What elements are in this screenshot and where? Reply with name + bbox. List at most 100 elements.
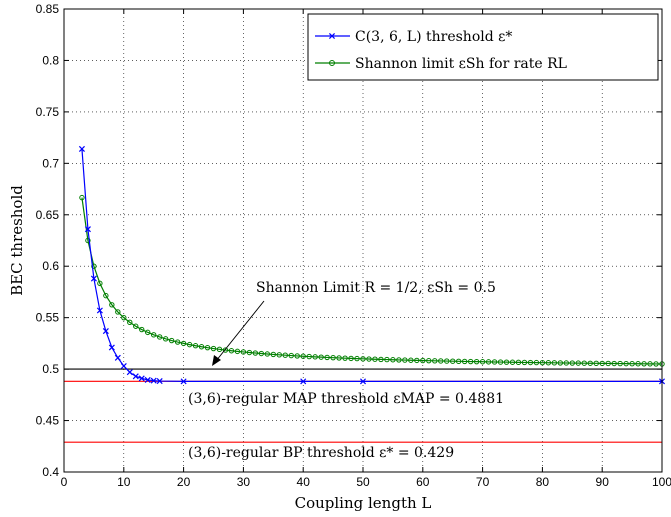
green-point bbox=[174, 339, 181, 345]
green-point bbox=[378, 356, 384, 363]
green-point bbox=[420, 357, 426, 364]
y-tick-label: 0.65 bbox=[36, 208, 60, 222]
green-point bbox=[294, 353, 300, 359]
green-point bbox=[180, 340, 187, 347]
x-tick-label: 10 bbox=[117, 475, 131, 489]
green-point bbox=[444, 358, 450, 364]
green-point bbox=[497, 359, 504, 365]
blue-point bbox=[90, 275, 97, 282]
annotation-bp-threshold: (3,6)-regular BP threshold ε* = 0.429 bbox=[188, 445, 454, 461]
legend-marker-blue bbox=[315, 32, 350, 40]
blue-point bbox=[138, 375, 145, 382]
legend: C(3, 6, L) threshold ε* Shannon limit εS… bbox=[307, 13, 659, 81]
annotation-map-threshold: (3,6)-regular MAP threshold εMAP = 0.488… bbox=[188, 391, 504, 407]
y-tick-label: 0.8 bbox=[42, 53, 59, 67]
green-point bbox=[139, 326, 145, 333]
green-point bbox=[330, 354, 336, 361]
green-point bbox=[372, 356, 378, 362]
green-point bbox=[599, 360, 605, 367]
x-tick-label: 90 bbox=[596, 475, 610, 489]
green-point bbox=[151, 332, 157, 338]
green-point bbox=[432, 358, 438, 364]
green-point bbox=[455, 358, 462, 365]
annotation-arrow bbox=[215, 300, 265, 362]
green-point bbox=[234, 348, 241, 355]
x-tick-label: 20 bbox=[177, 475, 191, 489]
y-tick-label: 0.4 bbox=[42, 465, 59, 479]
y-tick-label: 0.45 bbox=[36, 414, 60, 428]
green-point bbox=[312, 354, 318, 360]
green-point bbox=[641, 361, 647, 367]
blue-point bbox=[78, 145, 85, 152]
y-tick-label: 0.6 bbox=[42, 259, 59, 273]
legend-blue-marker bbox=[328, 32, 336, 40]
green-point bbox=[617, 360, 623, 367]
green-point bbox=[240, 349, 247, 355]
green-point bbox=[342, 355, 348, 361]
green-point bbox=[414, 357, 420, 364]
y-tick-label: 0.55 bbox=[36, 311, 60, 325]
green-point bbox=[270, 351, 276, 358]
blue-point bbox=[300, 378, 307, 385]
green-point bbox=[276, 352, 282, 358]
green-point bbox=[115, 309, 121, 315]
green-point bbox=[503, 359, 510, 365]
green-point bbox=[210, 345, 217, 352]
green-point bbox=[162, 336, 169, 342]
green-point bbox=[366, 356, 372, 362]
green-point bbox=[264, 351, 271, 357]
green-point bbox=[336, 355, 342, 361]
blue-point bbox=[126, 369, 133, 376]
green-point bbox=[133, 323, 139, 329]
green-point bbox=[461, 358, 468, 365]
green-point bbox=[605, 360, 611, 367]
green-point bbox=[545, 360, 552, 366]
green-point bbox=[216, 346, 223, 353]
green-point bbox=[246, 349, 253, 356]
green-point bbox=[156, 334, 163, 340]
green-point bbox=[515, 359, 522, 366]
green-point bbox=[306, 353, 312, 360]
green-point bbox=[121, 314, 127, 321]
x-tick-label: 30 bbox=[237, 475, 251, 489]
ticks: 0 10 20 30 40 50 60 70 80 90 100 0.4 0.45 0.5 0.55 0.6 0… bbox=[36, 2, 671, 489]
legend-box bbox=[307, 13, 659, 81]
green-point bbox=[288, 352, 294, 359]
green-point bbox=[575, 360, 581, 366]
x-tick-label: 50 bbox=[356, 475, 370, 489]
green-point bbox=[79, 194, 85, 201]
blue-point bbox=[120, 363, 127, 370]
green-point bbox=[521, 359, 528, 366]
annotation-arrowhead bbox=[212, 355, 221, 366]
y-axis-label: BEC threshold bbox=[8, 185, 26, 296]
green-point bbox=[527, 359, 534, 366]
green-point bbox=[97, 280, 103, 287]
green-point bbox=[467, 358, 474, 365]
blue-point bbox=[84, 226, 91, 233]
green-point bbox=[587, 360, 593, 366]
annotation-shannon-limit: Shannon Limit R = 1/2, εSh = 0.5 bbox=[256, 280, 496, 296]
green-point bbox=[557, 360, 564, 366]
green-point bbox=[509, 359, 516, 365]
x-axis-label: Coupling length L bbox=[295, 494, 432, 512]
x-tick-label: 60 bbox=[416, 475, 430, 489]
green-point bbox=[318, 354, 324, 360]
green-point bbox=[563, 360, 570, 366]
legend-marker-green bbox=[315, 60, 350, 66]
series-line-green bbox=[81, 197, 663, 365]
green-point bbox=[533, 359, 540, 366]
blue-point bbox=[180, 378, 187, 385]
series-line-blue bbox=[81, 148, 662, 382]
green-point bbox=[85, 237, 91, 244]
blue-point bbox=[359, 378, 367, 385]
green-point bbox=[390, 357, 396, 363]
x-tick-label: 40 bbox=[297, 475, 311, 489]
green-point bbox=[450, 358, 456, 364]
blue-point bbox=[150, 377, 157, 384]
blue-point bbox=[144, 376, 151, 383]
green-point bbox=[252, 350, 259, 356]
x-tick-label: 0 bbox=[61, 475, 68, 489]
green-point bbox=[258, 350, 265, 357]
green-point bbox=[103, 292, 109, 299]
green-point bbox=[168, 337, 175, 344]
